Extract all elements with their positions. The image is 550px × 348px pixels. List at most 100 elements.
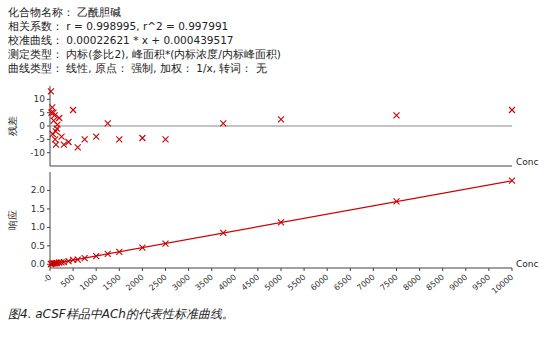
y-tick-label: 0.0 <box>31 259 46 269</box>
x-tick <box>165 268 166 271</box>
x-tick-label: 6000 <box>309 273 330 293</box>
data-point <box>278 116 284 122</box>
x-tick <box>419 268 420 271</box>
x-tick-label: 9500 <box>471 273 492 293</box>
data-point <box>75 144 81 150</box>
x-tick <box>396 268 397 271</box>
y-tick-label: -10 <box>30 148 45 158</box>
y-tick-label: 1.5 <box>31 204 45 214</box>
x-tick-label: 2500 <box>147 273 168 293</box>
y-tick <box>47 190 50 191</box>
y-tick-label: 0.5 <box>31 241 45 251</box>
x-tick-label: 2000 <box>124 273 145 293</box>
y-tick <box>47 227 50 228</box>
x-tick <box>281 268 282 271</box>
x-tick <box>119 268 120 271</box>
x-tick <box>50 268 51 271</box>
x-tick <box>327 268 328 271</box>
y-tick <box>47 139 50 140</box>
data-point <box>220 120 226 126</box>
plot: -10 -5 0 5 10 残差 Conc <box>7 86 538 167</box>
chart-canvas: 化合物名称： 乙酰胆碱相关系数： r = 0.998995, r^2 = 0.9… <box>0 0 550 348</box>
x-tick <box>442 268 443 271</box>
y-axis-line <box>50 172 51 268</box>
x-tick-label: 1500 <box>101 273 122 293</box>
data-point <box>139 135 145 141</box>
data-point <box>163 136 169 142</box>
x-tick-label: 4000 <box>217 273 238 293</box>
data-point <box>509 107 515 113</box>
header-line: 曲线类型： 线性, 原点： 强制, 加权： 1/x, 转词： 无 <box>8 62 267 74</box>
header-line: 校准曲线： 0.00022621 * x + 0.000439517 <box>7 34 234 46</box>
y-tick-label: 1.0 <box>31 222 46 232</box>
x-tick-label: 9000 <box>448 273 469 293</box>
x-tick <box>512 268 513 271</box>
caption: 图4. aCSF样品中ACh的代表性标准曲线。 <box>8 307 234 321</box>
x-tick <box>96 268 97 271</box>
data-point <box>56 115 62 121</box>
x-tick-label: 5000 <box>263 273 284 293</box>
y-tick <box>47 126 50 127</box>
y-axis-label: 残差 <box>7 116 18 136</box>
y-tick-label: 5 <box>39 108 45 118</box>
data-point <box>93 134 99 140</box>
data-point <box>65 139 71 145</box>
x-tick-label: 6500 <box>332 273 353 293</box>
x-tick-label: 3000 <box>171 273 192 293</box>
x-axis-label: Conc <box>516 259 538 269</box>
x-tick-label: 500 <box>59 273 76 290</box>
data-point <box>52 136 58 142</box>
y-tick-label: 2.0 <box>31 185 46 195</box>
data-point <box>394 112 400 118</box>
x-tick <box>350 268 351 271</box>
data-point <box>54 122 60 128</box>
x-tick-label: 3500 <box>194 273 215 293</box>
plot: 0.0 0.5 1.0 1.5 2.0 -0 50010001500200025003000… <box>7 172 538 296</box>
plot-area <box>50 86 512 166</box>
y-axis-label: 响应 <box>7 210 18 230</box>
x-tick-label: 8000 <box>402 273 423 293</box>
y-tick-label: 0 <box>39 121 45 131</box>
y-tick <box>47 152 50 153</box>
data-point <box>59 134 65 140</box>
header-line: 相关系数： r = 0.998995, r^2 = 0.997991 <box>8 20 228 32</box>
x-tick <box>373 268 374 271</box>
x-tick <box>488 268 489 271</box>
data-point <box>53 142 59 148</box>
data-point <box>116 136 122 142</box>
fit-line <box>50 181 512 265</box>
data-layer <box>48 178 515 267</box>
data-point <box>105 120 111 126</box>
y-tick-label: -5 <box>36 134 45 144</box>
x-tick <box>142 268 143 271</box>
header-line: 测定类型： 内标(参比2), 峰面积*(内标浓度/内标峰面积) <box>8 48 281 60</box>
x-tick-label: 7000 <box>355 273 376 293</box>
header-line: 化合物名称： 乙酰胆碱 <box>8 6 121 18</box>
y-tick <box>47 112 50 113</box>
data-point <box>49 104 55 110</box>
x-tick-label: 10000 <box>490 273 515 296</box>
x-tick-label: 7500 <box>378 273 399 293</box>
x-tick <box>73 268 74 271</box>
y-tick <box>47 208 50 209</box>
x-tick-label: -0 <box>41 273 53 285</box>
data-layer <box>48 88 515 150</box>
y-tick <box>47 245 50 246</box>
x-tick-label: 5500 <box>286 273 307 293</box>
data-point <box>48 88 54 94</box>
y-tick-label: 10 <box>34 94 46 104</box>
x-tick-label: 4500 <box>240 273 261 293</box>
data-point <box>82 136 88 142</box>
x-tick <box>188 268 189 271</box>
zero-line <box>50 126 512 127</box>
data-point <box>70 107 76 113</box>
x-tick <box>304 268 305 271</box>
x-axis-label: Conc <box>516 157 538 167</box>
x-tick <box>234 268 235 271</box>
x-axis-line <box>50 166 512 167</box>
x-tick <box>465 268 466 271</box>
x-tick-label: 1000 <box>78 273 99 293</box>
y-tick <box>47 99 50 100</box>
x-tick-label: 8500 <box>425 273 446 293</box>
plot-area <box>50 172 512 268</box>
